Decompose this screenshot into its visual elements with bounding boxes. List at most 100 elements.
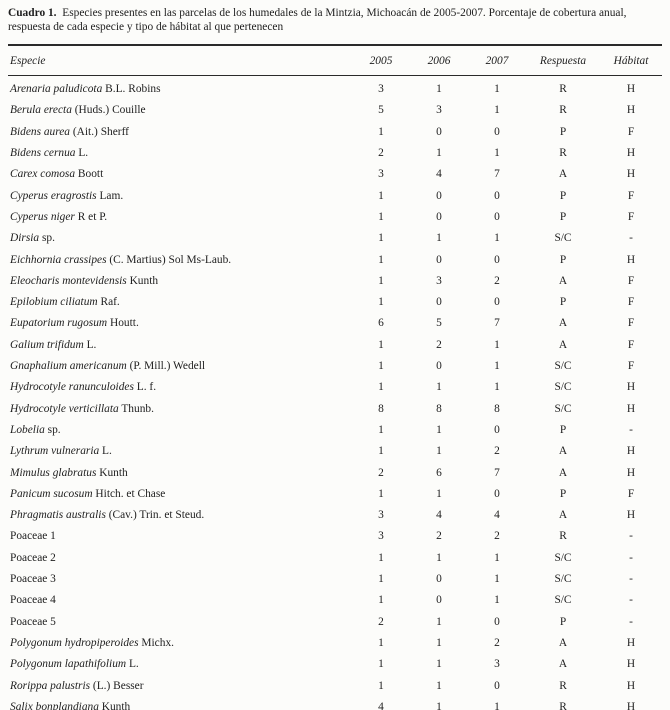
table-header-row: Especie 2005 2006 2007 Respuesta Hábitat (8, 45, 662, 77)
table-row: Arenaria paludicota B.L. Robins 3 1 1 R H (8, 76, 662, 98)
value-2006-cell: 4 (436, 509, 442, 522)
respuesta-cell: R (559, 700, 567, 710)
table-row: Polygonum lapathifolium L. 1 1 3 A H (8, 651, 662, 672)
table-row: Cyperus eragrostis Lam. 1 0 0 P F (8, 183, 662, 204)
respuesta-cell: P (559, 487, 567, 500)
value-2006-cell: 1 (436, 551, 442, 564)
value-2006-cell: 2 (436, 338, 442, 351)
value-2006-cell: 1 (436, 83, 442, 96)
value-2005-cell: 8 (378, 402, 384, 415)
value-2005-cell: 1 (378, 445, 384, 458)
value-2006-cell: 1 (436, 147, 442, 160)
value-2005-cell: 2 (378, 147, 384, 160)
value-2005-cell: 1 (378, 658, 384, 671)
value-2005-cell: 1 (378, 573, 384, 586)
table-row: Bidens aurea (Ait.) Sherff 1 0 0 P F (8, 119, 662, 140)
value-2006-cell: 1 (436, 423, 442, 436)
value-2006-cell: 0 (436, 253, 442, 266)
table-header: Especie 2005 2006 2007 Respuesta Hábitat (8, 45, 662, 77)
respuesta-cell: P (559, 615, 567, 628)
value-2007-cell: 0 (494, 253, 500, 266)
table-row: Mimulus glabratus Kunth 2 6 7 A H (8, 460, 662, 481)
respuesta-cell: S/C (554, 360, 572, 373)
species-name-cell: Mimulus glabratus Kunth (10, 466, 128, 479)
respuesta-cell: R (559, 147, 567, 160)
species-name-cell: Dirsia sp. (10, 232, 55, 245)
species-name-cell: Rorippa palustris (L.) Besser (10, 679, 144, 692)
habitat-cell: H (626, 658, 636, 671)
value-2007-cell: 1 (494, 594, 500, 607)
column-header-2007: 2007 (468, 45, 526, 77)
species-name-cell: Bidens cernua L. (10, 147, 89, 160)
habitat-cell: H (626, 147, 636, 160)
species-name-cell: Epilobium ciliatum Raf. (10, 296, 120, 309)
value-2006-cell: 1 (436, 679, 442, 692)
respuesta-cell: A (558, 317, 568, 330)
value-2006-cell: 1 (436, 700, 442, 710)
species-name-cell: Salix bonplandiana Kunth (10, 700, 131, 710)
habitat-cell: H (626, 679, 636, 692)
table-row: Poaceae 1 3 2 2 R - (8, 523, 662, 544)
value-2005-cell: 3 (378, 530, 384, 543)
table-row: Hydrocotyle ranunculoides L. f. 1 1 1 S/C H (8, 374, 662, 395)
habitat-cell: - (629, 423, 633, 436)
table-row: Lobelia sp. 1 1 0 P - (8, 417, 662, 438)
respuesta-cell: P (559, 423, 567, 436)
species-name-cell: Eupatorium rugosum Houtt. (10, 317, 139, 330)
value-2007-cell: 2 (494, 274, 500, 287)
habitat-cell: H (626, 700, 636, 710)
value-2005-cell: 6 (378, 317, 384, 330)
habitat-cell: F (627, 274, 635, 287)
value-2005-cell: 3 (378, 168, 384, 181)
habitat-cell: F (627, 317, 635, 330)
value-2007-cell: 0 (494, 210, 500, 223)
value-2006-cell: 0 (436, 594, 442, 607)
respuesta-cell: P (559, 253, 567, 266)
respuesta-cell: S/C (554, 551, 572, 564)
species-name-cell: Bidens aurea (Ait.) Sherff (10, 125, 129, 138)
value-2005-cell: 1 (378, 594, 384, 607)
species-name-cell: Panicum sucosum Hitch. et Chase (10, 487, 166, 500)
value-2005-cell: 1 (378, 296, 384, 309)
value-2005-cell: 3 (378, 83, 384, 96)
table-caption-text: Especies presentes en las parcelas de lo… (8, 7, 627, 33)
respuesta-cell: A (558, 168, 568, 181)
respuesta-cell: S/C (554, 381, 572, 394)
table-row: Hydrocotyle verticillata Thunb. 8 8 8 S/C H (8, 396, 662, 417)
respuesta-cell: R (559, 530, 567, 543)
table-row: Rorippa palustris (L.) Besser 1 1 0 R H (8, 673, 662, 694)
table-row: Berula erecta (Huds.) Couille 5 3 1 R H (8, 97, 662, 118)
value-2005-cell: 3 (378, 509, 384, 522)
table-row: Carex comosa Boott 3 4 7 A H (8, 161, 662, 182)
species-name-cell: Cyperus niger R et P. (10, 210, 108, 223)
habitat-cell: F (627, 125, 635, 138)
value-2006-cell: 2 (436, 530, 442, 543)
value-2005-cell: 4 (378, 700, 384, 710)
table-row: Polygonum hydropiperoides Michx. 1 1 2 A H (8, 630, 662, 651)
species-name-cell: Poaceae 5 (10, 615, 56, 628)
table-row: Poaceae 5 2 1 0 P - (8, 609, 662, 630)
species-name-cell: Hydrocotyle ranunculoides L. f. (10, 381, 157, 394)
respuesta-cell: A (558, 636, 568, 649)
respuesta-cell: P (559, 210, 567, 223)
habitat-cell: H (626, 509, 636, 522)
value-2007-cell: 0 (494, 423, 500, 436)
value-2006-cell: 1 (436, 381, 442, 394)
table-row: Poaceae 4 1 0 1 S/C - (8, 587, 662, 608)
habitat-cell: F (627, 296, 635, 309)
species-name-cell: Gnaphalium americanum (P. Mill.) Wedell (10, 360, 206, 373)
respuesta-cell: S/C (554, 232, 572, 245)
table-caption: Cuadro 1. Especies presentes en las parc… (8, 7, 662, 34)
value-2006-cell: 0 (436, 210, 442, 223)
value-2006-cell: 3 (436, 274, 442, 287)
value-2005-cell: 1 (378, 679, 384, 692)
value-2007-cell: 2 (494, 530, 500, 543)
value-2007-cell: 1 (494, 700, 500, 710)
table-row: Epilobium ciliatum Raf. 1 0 0 P F (8, 289, 662, 310)
value-2005-cell: 1 (378, 360, 384, 373)
respuesta-cell: S/C (554, 573, 572, 586)
species-name-cell: Eichhornia crassipes (C. Martius) Sol Ms… (10, 253, 232, 266)
value-2007-cell: 1 (494, 83, 500, 96)
respuesta-cell: A (558, 509, 568, 522)
value-2005-cell: 1 (378, 210, 384, 223)
